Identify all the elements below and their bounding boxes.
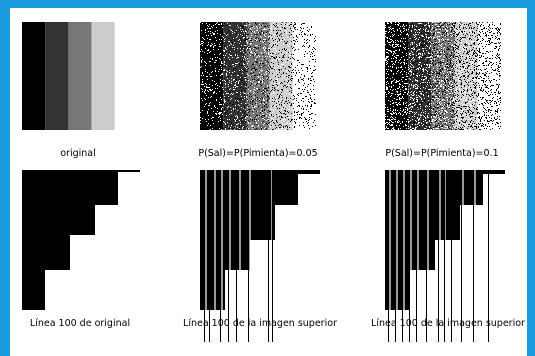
figure-canvas: original P(Sal)=P(Pimienta)=0.05 P(Sal)=… <box>0 0 535 356</box>
caption: Línea 100 de original <box>30 318 130 329</box>
stripe <box>92 22 115 130</box>
caption: P(Sal)=P(Pimienta)=0.1 <box>385 148 498 159</box>
profile <box>22 170 140 310</box>
stripe <box>68 22 91 130</box>
stripe <box>115 22 138 130</box>
stripe <box>45 22 68 130</box>
caption: Línea 100 de la imagen superior <box>371 318 525 329</box>
caption: P(Sal)=P(Pimienta)=0.05 <box>198 148 317 159</box>
profile <box>200 170 320 310</box>
caption: original <box>60 148 96 159</box>
stripe <box>22 22 45 130</box>
figure: original P(Sal)=P(Pimienta)=0.05 P(Sal)=… <box>0 0 535 356</box>
caption: Línea 100 de la imagen superior <box>183 318 337 329</box>
